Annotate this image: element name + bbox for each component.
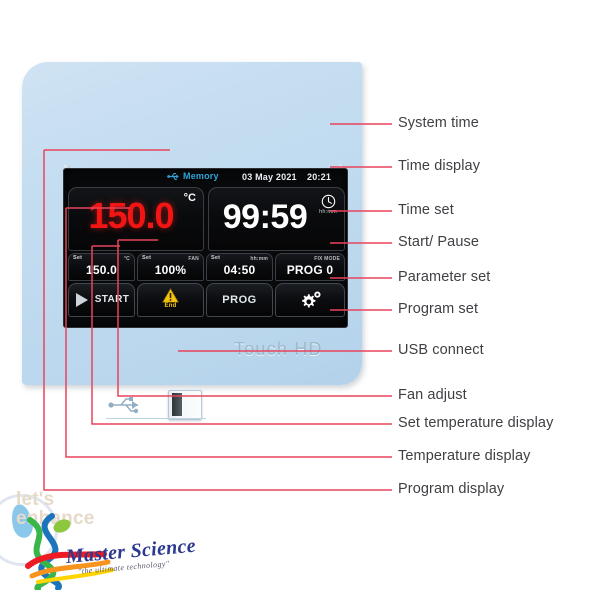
dna-helix-icon <box>25 513 114 590</box>
set-time-tile[interactable]: Set hh:mm 04:50 <box>206 253 273 281</box>
annotation-label-start-pause: Start/ Pause <box>398 234 479 250</box>
program-button[interactable]: PROG <box>206 283 273 317</box>
start-button-label: START <box>94 294 130 305</box>
annotation-label-system-time: System time <box>398 115 479 131</box>
time-unit-label: hh:mm <box>319 209 337 215</box>
temperature-display-tile[interactable]: °C 150.0 <box>68 187 204 251</box>
system-date: 03 May 2021 <box>242 172 297 182</box>
set-program-tile[interactable]: FIX MODE PROG 0 <box>275 253 345 281</box>
annotation-label-set-temperature: Set temperature display <box>398 415 554 431</box>
usb-trident-icon <box>108 397 139 414</box>
set-time-unit: hh:mm <box>250 256 268 262</box>
temperature-value: 150.0 <box>88 195 174 236</box>
clock-icon <box>321 194 336 209</box>
program-button-label: PROG <box>222 294 257 306</box>
set-program-value: PROG 0 <box>286 263 334 277</box>
device-front-panel: Touch HD Memory 03 May 2021 <box>22 62 362 420</box>
warning-triangle-icon <box>162 288 179 303</box>
set-temperature-value: 150.0 <box>85 263 118 277</box>
time-value: 99:59 <box>222 198 308 236</box>
usb-port[interactable] <box>168 390 202 420</box>
temperature-unit: °C <box>183 192 196 204</box>
set-program-unit: FIX MODE <box>314 256 340 262</box>
annotation-label-parameter-set: Parameter set <box>398 269 491 285</box>
set-fan-tag: Set <box>142 255 152 261</box>
set-fan-value: 100% <box>154 263 187 277</box>
annotation-label-fan-adjust: Fan adjust <box>398 387 467 403</box>
set-fan-unit: FAN <box>188 256 199 262</box>
set-fan-tile[interactable]: Set FAN 100% <box>137 253 204 281</box>
system-time: 20:21 <box>307 172 332 182</box>
set-temperature-unit: °C <box>123 256 130 262</box>
annotation-label-program-display: Program display <box>398 481 505 497</box>
usb-memory-icon <box>167 172 179 180</box>
gear-icon <box>302 291 321 308</box>
annotation-label-usb-connect: USB connect <box>398 342 484 358</box>
annotation-label-temperature-display: Temperature display <box>398 448 531 464</box>
annotation-label-program-set: Program set <box>398 301 479 317</box>
time-display-tile[interactable]: hh:mm 99:59 <box>208 187 345 251</box>
brand-touch-hd-text: Touch HD <box>234 339 323 359</box>
play-triangle-icon <box>76 293 88 307</box>
end-button-label: End <box>164 303 177 309</box>
set-time-tag: Set <box>211 255 221 261</box>
set-temperature-tag: Set <box>73 255 83 261</box>
set-time-value: 04:50 <box>223 263 256 277</box>
annotation-label-time-set: Time set <box>398 202 454 218</box>
memory-indicator: Memory <box>167 171 219 181</box>
touch-screen[interactable]: Memory 03 May 2021 20:21 °C 150.0 hh:mm … <box>63 168 348 328</box>
settings-button[interactable] <box>275 283 345 317</box>
panel-seam-line <box>106 418 206 419</box>
status-bar: Memory 03 May 2021 20:21 <box>64 169 347 185</box>
end-alarm-button[interactable]: End <box>137 283 204 317</box>
usb-port-slot <box>172 393 182 416</box>
start-pause-button[interactable]: START <box>68 283 135 317</box>
memory-label: Memory <box>183 171 219 181</box>
annotation-label-time-display: Time display <box>398 158 481 174</box>
set-temperature-tile[interactable]: Set °C 150.0 <box>68 253 135 281</box>
master-science-logo: Master Science "the ultimate technology" <box>8 510 197 590</box>
